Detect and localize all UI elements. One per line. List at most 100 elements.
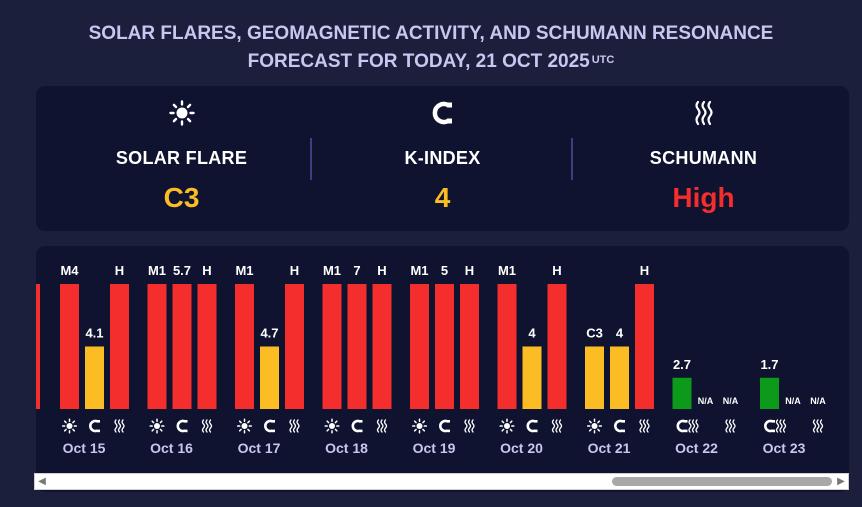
bar-kindex-oct-19	[435, 284, 454, 409]
bar-flare-oct-15	[60, 284, 79, 409]
title-line-2-text: FORECAST FOR TODAY, 21 OCT 2025	[247, 51, 590, 72]
horizontal-scrollbar[interactable]: ◀ ▶	[34, 473, 849, 490]
label-flare-oct-20: M1	[498, 263, 516, 278]
magnet-icon	[614, 419, 625, 433]
waves-icon	[376, 419, 388, 433]
sun-icon	[149, 418, 165, 434]
sun-icon	[499, 418, 515, 434]
scroll-left-arrow-icon[interactable]: ◀	[38, 476, 46, 487]
label-kindex-oct-16: 5.7	[173, 263, 191, 278]
waves-icon	[812, 419, 824, 433]
magnet-icon	[439, 419, 450, 433]
bar-kindex-oct-22	[672, 377, 692, 409]
summary-schumann-label: SCHUMANN	[649, 148, 758, 168]
summary-kindex-label: K-INDEX	[404, 148, 481, 168]
title-line-2: FORECAST FOR TODAY, 21 OCT 2025 UTC	[0, 48, 862, 76]
date-label-oct-21: Oct 21	[588, 440, 631, 456]
label-schumann-oct-21: H	[640, 263, 649, 278]
bar-kindex-oct-20	[522, 346, 542, 409]
magnet-icon	[264, 419, 275, 433]
label-flare-oct-15: M4	[60, 263, 79, 278]
summary-solar-label: SOLAR FLARE	[115, 148, 248, 168]
waves-icon	[639, 419, 650, 433]
sun-icon	[411, 418, 428, 434]
summary-solar-value: C3	[163, 182, 200, 213]
magnet-icon	[764, 419, 775, 433]
date-label-oct-18: Oct 18	[325, 440, 368, 456]
bar-schumann-oct-20	[547, 284, 567, 409]
bar-flare-oct-16	[147, 284, 167, 409]
summary-kindex-value: 4	[434, 182, 451, 213]
bar-schumann-oct-16	[197, 284, 217, 409]
label-schumann-oct-16: H	[202, 263, 211, 278]
label-kindex-oct-21: 4	[616, 326, 624, 341]
bar-schumann-oct-21	[635, 284, 654, 409]
label-extra-oct-22: N/A	[723, 396, 739, 406]
sun-icon	[586, 418, 603, 434]
label-kindex-oct-23: 1.7	[760, 357, 778, 372]
magnet-icon	[526, 419, 538, 433]
bar-flare-oct-18	[322, 284, 342, 409]
label-flare-oct-16: M1	[148, 263, 166, 278]
sun-icon	[236, 418, 253, 434]
bar-schumann-oct-18	[372, 284, 392, 409]
label-kindex-oct-15: 4.1	[85, 326, 103, 341]
date-label-oct-17: Oct 17	[238, 440, 281, 456]
sun-icon	[61, 418, 78, 434]
bar-kindex-oct-21	[610, 346, 629, 409]
date-label-oct-16: Oct 16	[150, 440, 193, 456]
magnet-icon	[307, 100, 578, 130]
waves-icon	[568, 100, 839, 130]
waves-icon	[725, 419, 736, 433]
label-flare-oct-19: M1	[410, 263, 428, 278]
bar-schumann-oct-15	[110, 284, 129, 409]
waves-icon	[289, 419, 300, 433]
date-label-oct-19: Oct 19	[413, 440, 456, 456]
label-flare-oct-21: C3	[586, 326, 603, 341]
label-kindex-oct-17: 4.7	[260, 326, 278, 341]
magnet-icon	[351, 419, 363, 433]
summary-divider-2	[571, 138, 573, 180]
bar-kindex-oct-17	[260, 346, 279, 409]
label-extra-oct-23: N/A	[810, 396, 826, 406]
summary-schumann-value: High	[672, 182, 735, 213]
title-line-1: SOLAR FLARES, GEOMAGNETIC ACTIVITY, AND …	[88, 23, 774, 44]
bar-kindex-oct-18	[347, 284, 367, 409]
bar-flare-oct-20	[497, 284, 517, 409]
date-label-oct-15: Oct 15	[63, 440, 106, 456]
label-kindex-oct-22: 2.7	[673, 357, 691, 372]
label-schumann-oct-19: H	[465, 263, 474, 278]
scroll-right-arrow-icon[interactable]: ▶	[837, 476, 845, 487]
sun-icon	[46, 100, 317, 130]
forecast-chart-svg: H M4 4.1 H Oct 15 M1 5.7 H Oct 16 M1 4.7 H Oct 17 M1 7…	[36, 263, 826, 456]
waves-icon	[775, 419, 787, 433]
waves-icon	[114, 419, 125, 433]
bar-kindex-oct-16	[172, 284, 192, 409]
bar-schumann-oct-19	[460, 284, 479, 409]
summary-divider-1	[310, 138, 312, 180]
date-label-oct-22: Oct 22	[675, 440, 718, 456]
label-schumann-oct-20: H	[552, 263, 561, 278]
label-schumann-oct-17: H	[290, 263, 299, 278]
forecast-chart: H M4 4.1 H Oct 15 M1 5.7 H Oct 16 M1 4.7 H Oct 17 M1 7…	[36, 246, 849, 492]
bar-flare-oct-17	[235, 284, 254, 409]
label-flare-oct-17: M1	[235, 263, 253, 278]
magnet-icon	[89, 419, 100, 433]
waves-icon	[464, 419, 475, 433]
label-schumann-oct-22: N/A	[698, 396, 714, 406]
scrollbar-thumb[interactable]	[612, 477, 832, 486]
magnet-icon	[676, 419, 688, 433]
label-kindex-oct-18: 7	[353, 263, 360, 278]
bar-partial-schumann	[36, 284, 40, 409]
waves-icon	[688, 419, 699, 433]
summary-solar: SOLAR FLARE C3	[46, 86, 317, 231]
label-flare-oct-18: M1	[323, 263, 341, 278]
bar-flare-oct-19	[410, 284, 429, 409]
waves-icon	[201, 419, 213, 433]
label-kindex-oct-19: 5	[441, 263, 448, 278]
date-label-oct-20: Oct 20	[500, 440, 543, 456]
page-title: SOLAR FLARES, GEOMAGNETIC ACTIVITY, AND …	[0, 20, 862, 76]
label-schumann-oct-15: H	[115, 263, 124, 278]
title-utc-sup: UTC	[591, 54, 615, 66]
summary-panel: SOLAR FLARE C3 K-INDEX 4 SCHUMANN High	[36, 86, 849, 231]
